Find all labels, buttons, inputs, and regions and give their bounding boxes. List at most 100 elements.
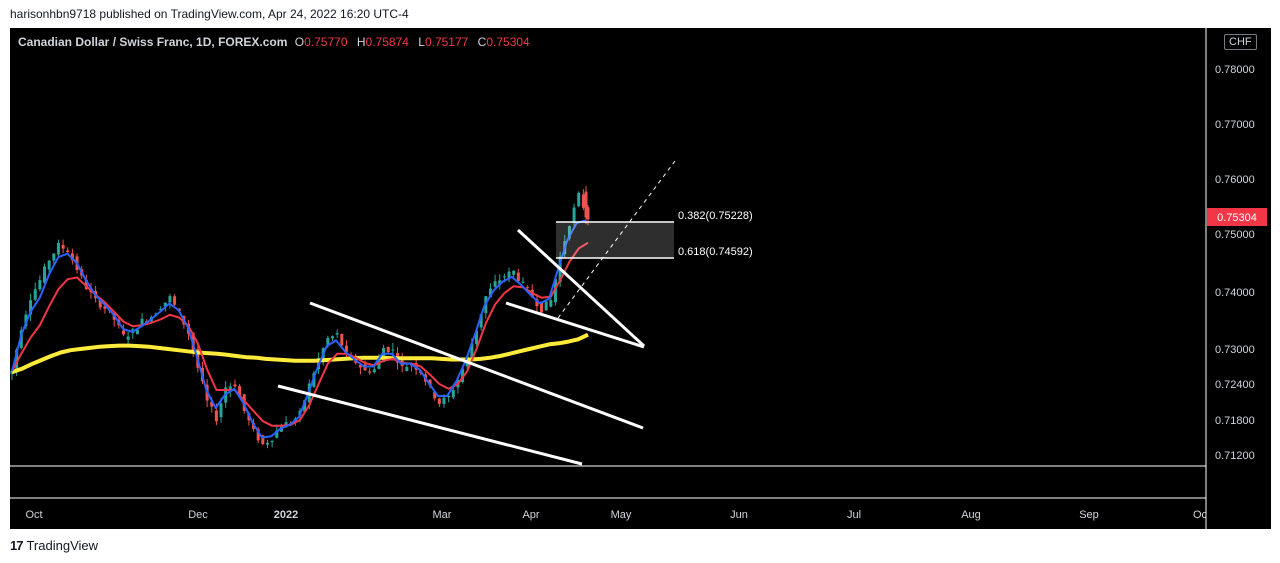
symbol-title[interactable]: Canadian Dollar / Swiss Franc, 1D, FOREX…	[18, 35, 288, 49]
candle-body	[540, 301, 544, 313]
candle-body	[340, 333, 344, 346]
candle-body	[15, 349, 19, 371]
candle-body	[219, 403, 223, 418]
time-tick-label: May	[611, 509, 632, 521]
drawings-layer[interactable]: 0.382(0.75228) 0.618(0.74592)	[277, 160, 753, 466]
candle-body	[386, 347, 390, 353]
chart-pane[interactable]: 0.382(0.75228) 0.618(0.74592) 0.78000 0.7…	[10, 28, 1271, 529]
candle-body	[544, 301, 548, 311]
candle-body	[567, 226, 571, 239]
tradingview-footer[interactable]: 17 TradingView	[10, 538, 98, 553]
candle-body	[493, 281, 497, 287]
candle-body	[84, 279, 88, 290]
flag-lower-trendline[interactable]	[505, 301, 645, 349]
time-tick-label: Jul	[847, 509, 861, 521]
candle-body	[526, 286, 530, 288]
low-value: 0.75177	[424, 35, 469, 49]
time-tick-label: Jun	[730, 509, 748, 521]
candle-body	[10, 371, 14, 374]
candle-body	[581, 194, 585, 208]
candle-body	[303, 400, 307, 412]
close-value: 0.75304	[486, 35, 530, 49]
time-tick-label: Oct	[25, 509, 42, 521]
candle-body	[553, 279, 557, 303]
tradingview-logo-icon: 17	[10, 538, 24, 553]
fib-level-0618-label: 0.618(0.74592)	[678, 246, 753, 258]
candle-body	[29, 300, 33, 315]
candle-body	[358, 364, 362, 368]
candle-body	[66, 250, 70, 253]
candle-body	[391, 349, 395, 351]
candle-body	[210, 401, 214, 407]
candle-body	[326, 337, 330, 346]
published-caption: harisonhbn9718 published on TradingView.…	[10, 7, 409, 21]
time-tick-label: Dec	[188, 509, 208, 521]
candle-body	[140, 318, 144, 327]
chart-svg[interactable]: 0.382(0.75228) 0.618(0.74592) 0.78000 0.7…	[10, 28, 1271, 529]
candle-body	[535, 299, 539, 307]
candle-body	[70, 253, 74, 261]
ohlc-values: O0.75770 H0.75874 L0.75177 C0.75304	[295, 35, 536, 49]
tradingview-brand: TradingView	[26, 538, 99, 553]
candle-body	[98, 300, 102, 308]
candle-body	[168, 296, 172, 303]
flag-upper-trendline[interactable]	[516, 228, 646, 348]
candle-body	[344, 345, 348, 352]
candle-body	[433, 391, 437, 399]
wedge-upper-trendline[interactable]	[309, 301, 644, 430]
price-tick-label: 0.75000	[1215, 229, 1255, 241]
candle-body	[488, 288, 492, 298]
candle-body	[163, 302, 167, 307]
candle-body	[447, 395, 451, 398]
open-label: O	[294, 35, 305, 49]
price-tick-label: 0.74000	[1215, 287, 1255, 299]
moving-averages-layer	[11, 219, 589, 439]
candle-body	[61, 244, 65, 249]
price-tick-label: 0.71800	[1215, 415, 1255, 427]
candle-body	[502, 276, 506, 278]
candle-body	[368, 371, 372, 373]
candle-body	[233, 384, 237, 387]
wedge-lower-trendline[interactable]	[277, 384, 583, 466]
projection-dashed-line[interactable]	[557, 160, 676, 319]
candle-body	[512, 270, 516, 275]
open-value: 0.75770	[304, 35, 348, 49]
candle-body	[382, 347, 386, 363]
currency-button[interactable]: CHF	[1224, 34, 1257, 50]
time-tick-label: 2022	[274, 509, 298, 521]
candle-body	[516, 272, 520, 282]
ma-long-line	[11, 332, 589, 375]
candle-body	[584, 191, 588, 218]
candle-body	[572, 207, 576, 223]
chart-background	[10, 28, 1271, 529]
ma-fast-line	[11, 219, 587, 439]
candle-body	[47, 260, 51, 270]
candle-body	[549, 300, 553, 307]
price-axis[interactable]: 0.78000 0.77000 0.76000 0.75000 0.74000 0.730…	[1215, 64, 1255, 462]
candle-body	[126, 336, 130, 340]
high-label: H	[356, 35, 366, 49]
candle-body	[173, 296, 177, 305]
last-price-bg	[1207, 208, 1267, 226]
candle-body	[19, 330, 23, 348]
time-axis[interactable]: Oct Dec 2022 Mar Apr May Jun Jul Aug Sep Oc	[25, 509, 1207, 521]
candle-body	[238, 386, 242, 398]
candle-body	[577, 192, 581, 207]
candle-body	[121, 330, 125, 335]
price-tick-label: 0.73000	[1215, 344, 1255, 356]
candle-body	[461, 368, 465, 383]
price-tick-label: 0.72400	[1215, 379, 1255, 391]
candle-body	[38, 280, 42, 290]
last-price-tag: 0.75304	[1207, 208, 1267, 226]
candle-body	[214, 410, 218, 422]
time-tick-label: Sep	[1079, 509, 1099, 521]
candle-body	[451, 389, 455, 398]
price-tick-label: 0.78000	[1215, 64, 1255, 76]
low-label: L	[418, 35, 425, 49]
candle-body	[475, 330, 479, 345]
fib-zone[interactable]	[556, 222, 674, 258]
candle-body	[437, 398, 441, 404]
candle-body	[265, 442, 269, 445]
time-tick-label: Aug	[961, 509, 981, 521]
candle-body	[275, 430, 279, 438]
